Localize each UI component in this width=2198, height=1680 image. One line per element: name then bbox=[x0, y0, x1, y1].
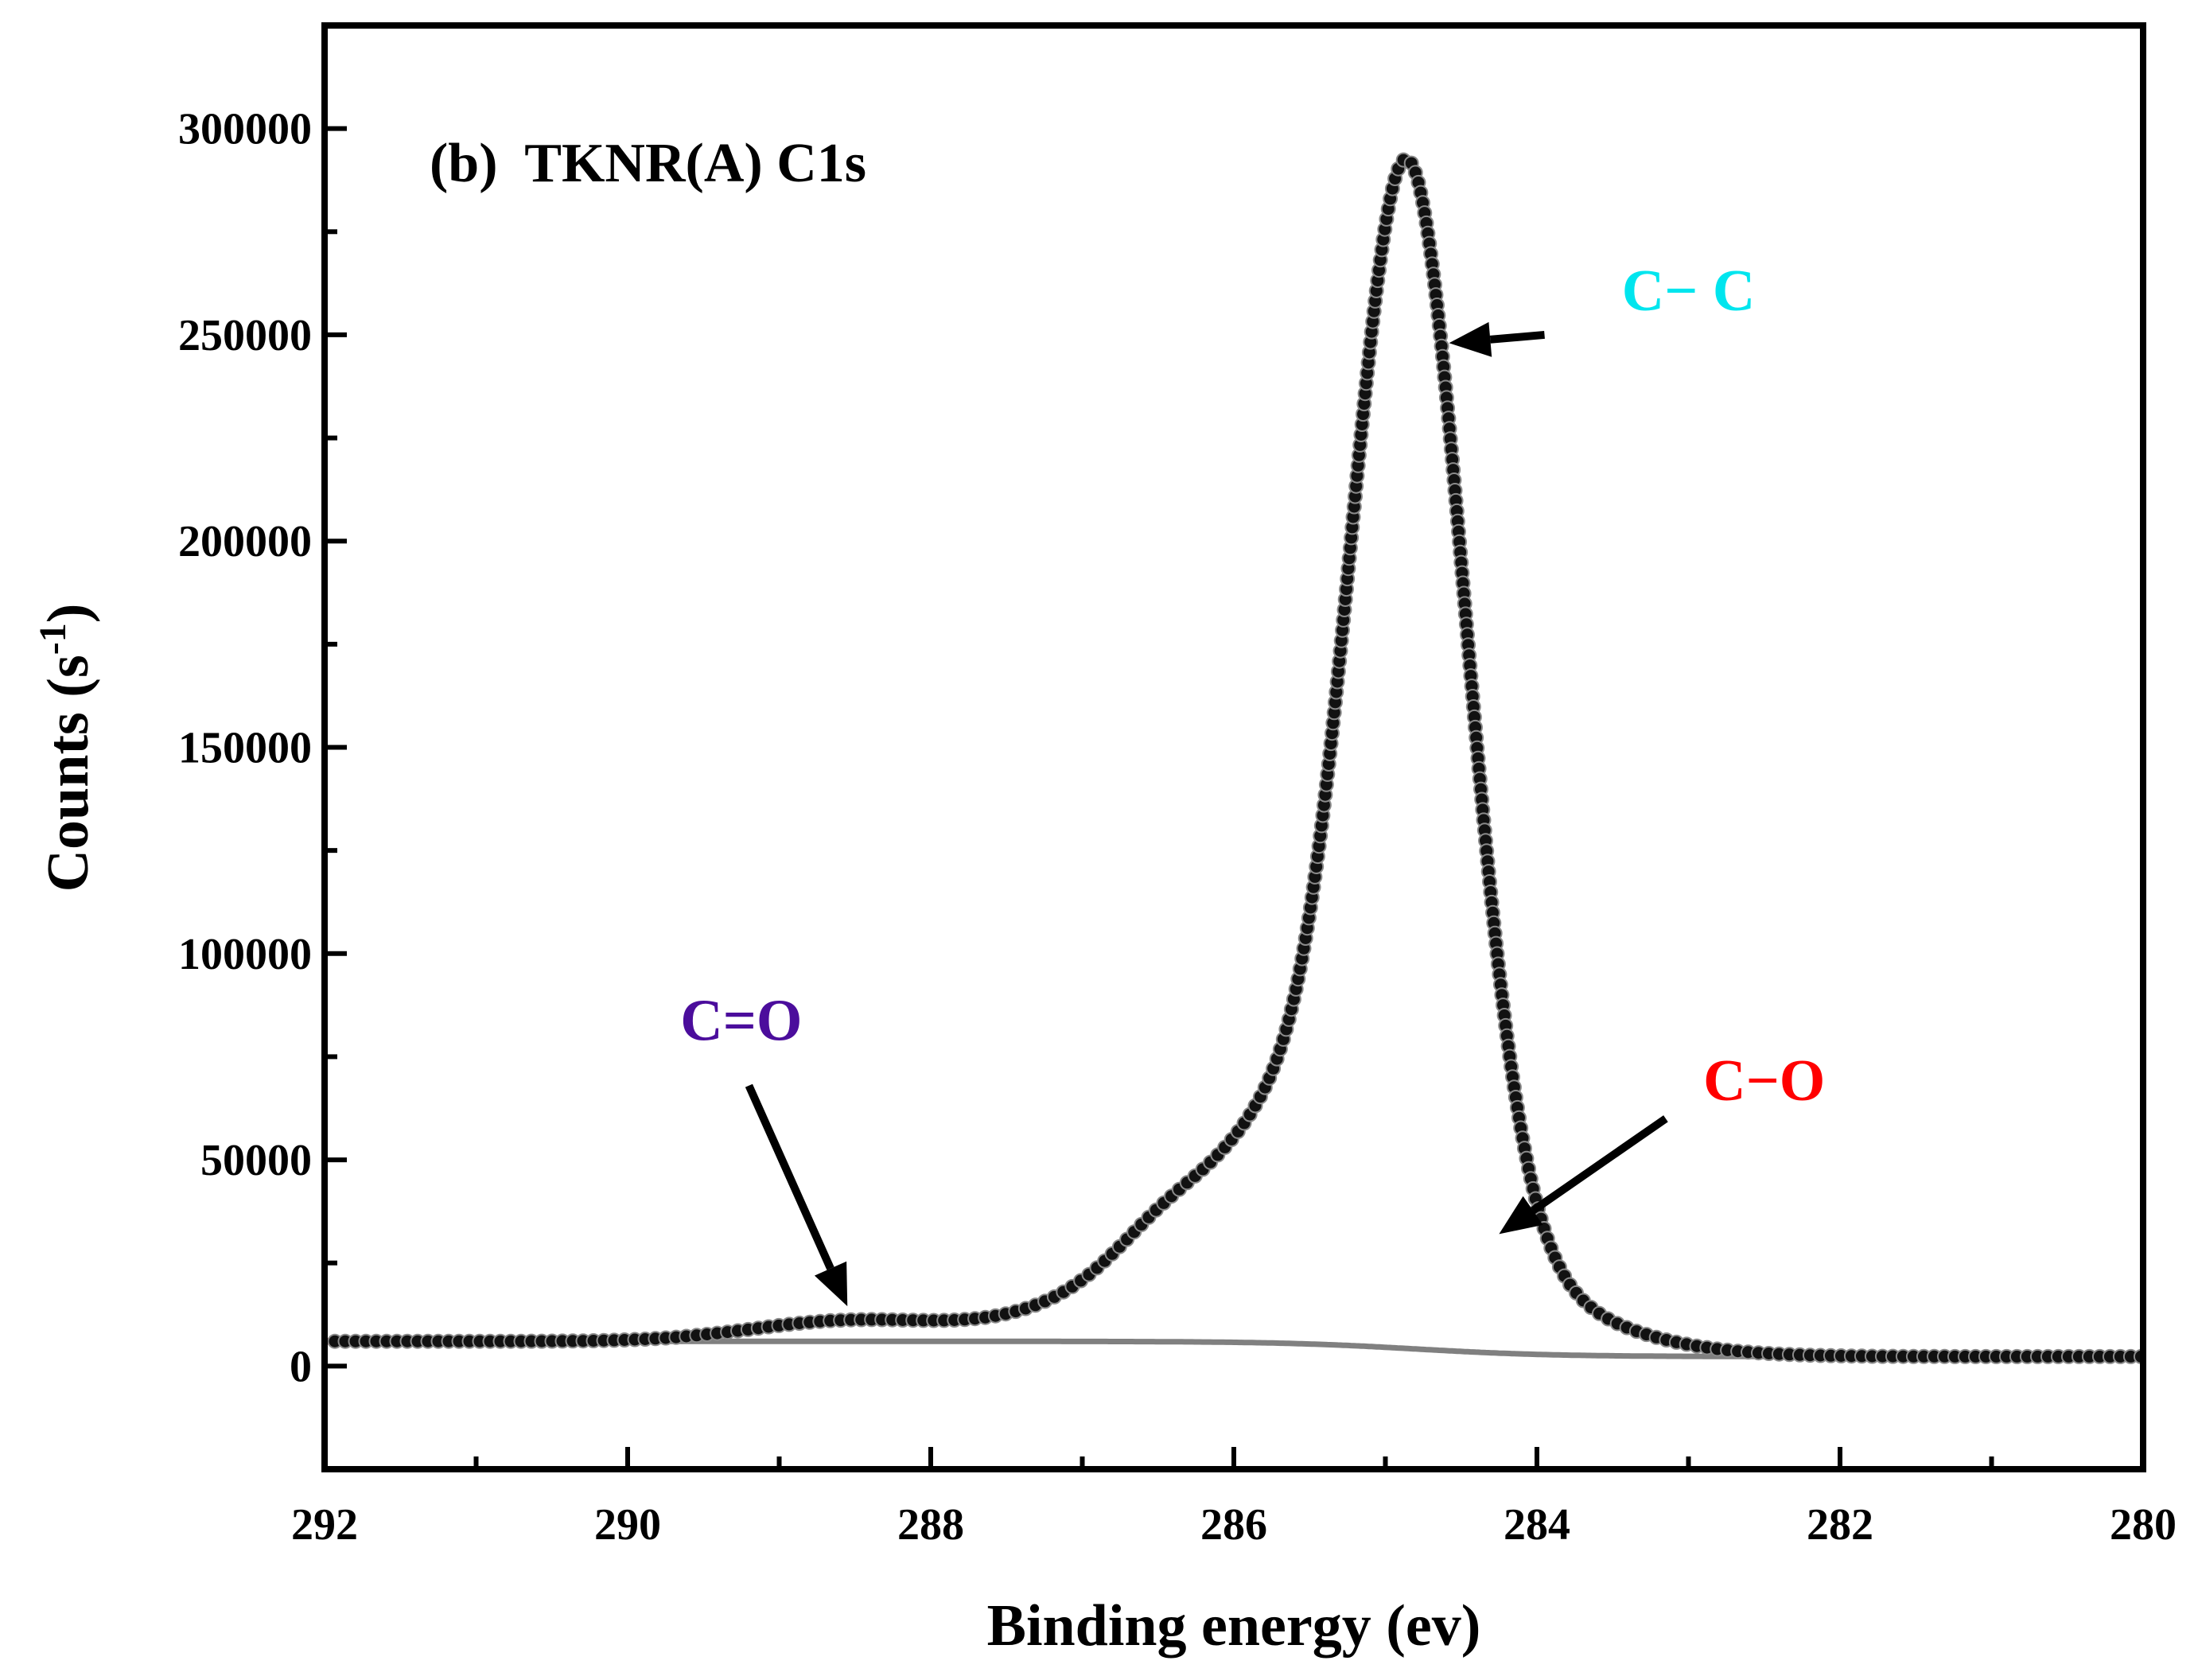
arrow-head-1 bbox=[1499, 1196, 1543, 1235]
y-axis-label-close: ) bbox=[36, 604, 101, 624]
arrow-shaft-2 bbox=[745, 1083, 834, 1270]
y-tick-label: 200000 bbox=[178, 517, 312, 566]
arrow-shaft-1 bbox=[1531, 1115, 1668, 1214]
y-axis-label-superscript: -1 bbox=[32, 623, 74, 655]
plot-frame bbox=[321, 22, 2146, 1472]
chart-title: (b) TKNR(A) C1s bbox=[430, 133, 866, 194]
y-tick-label: 150000 bbox=[178, 724, 312, 773]
envelope-line bbox=[325, 155, 2143, 1360]
annotation-label-0: C− C bbox=[1622, 259, 1756, 324]
x-tick-label: 282 bbox=[1807, 1500, 1873, 1550]
y-tick-label: 50000 bbox=[200, 1136, 312, 1185]
x-tick-label: 286 bbox=[1200, 1500, 1267, 1550]
annotation-label-1: C−O bbox=[1703, 1048, 1825, 1114]
axis-ticks bbox=[322, 23, 2145, 1472]
x-tick-label: 280 bbox=[2110, 1500, 2177, 1550]
x-tick-label: 288 bbox=[897, 1500, 964, 1550]
y-tick-label: 0 bbox=[290, 1342, 312, 1391]
arrow-head-0 bbox=[1449, 321, 1492, 357]
tick-labels: 292 290 288 286 284 282 280 0 50000 100000 150000 2… bbox=[178, 105, 2177, 1550]
y-axis-label: Counts (s-1) bbox=[32, 604, 101, 892]
arrow-shaft-0 bbox=[1489, 330, 1545, 344]
arrow-head-2 bbox=[814, 1261, 848, 1307]
plot-area bbox=[325, 152, 2143, 1364]
y-tick-label: 250000 bbox=[178, 311, 312, 360]
annotations: C− C C−O C=O bbox=[680, 259, 1825, 1307]
x-tick-label: 284 bbox=[1504, 1500, 1570, 1550]
x-axis-label: Binding energy (ev) bbox=[987, 1593, 1481, 1659]
y-tick-label: 100000 bbox=[178, 930, 312, 979]
annotation-label-2: C=O bbox=[680, 989, 802, 1054]
x-tick-label: 290 bbox=[594, 1500, 661, 1550]
y-axis-label-main: Counts (s bbox=[36, 655, 101, 892]
x-tick-label: 292 bbox=[291, 1500, 358, 1550]
y-tick-label: 300000 bbox=[178, 105, 312, 154]
